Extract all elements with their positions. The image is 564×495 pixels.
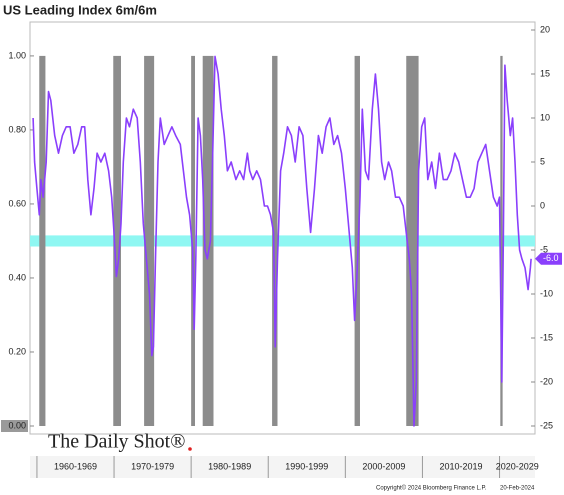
recession-bar: [39, 55, 46, 426]
recession-bar: [202, 55, 214, 426]
y-tick-label: 0.80: [8, 124, 26, 134]
x-tick-label: 1990-1999: [285, 461, 328, 471]
chart-title: US Leading Index 6m/6m: [3, 2, 157, 17]
threshold-band: [30, 235, 535, 247]
y2-tick-label: 10: [540, 112, 550, 122]
x-tick-label: 2010-2019: [439, 461, 482, 471]
recession-bar: [272, 55, 278, 426]
y2-tick-label: -10: [540, 288, 553, 298]
x-tick-label: 1980-1989: [208, 461, 251, 471]
y2-tick-label: 15: [540, 68, 550, 78]
y2-tick-label: -25: [540, 420, 553, 430]
index-line: [32, 55, 532, 427]
y-tick-label: 1.00: [8, 50, 26, 60]
x-axis-area: [30, 456, 535, 478]
logo-dot: [188, 447, 192, 451]
x-tick-label: 1960-1969: [54, 461, 97, 471]
recession-bar: [191, 55, 195, 426]
recession-bar: [144, 55, 155, 426]
recession-bar: [500, 55, 503, 426]
date: 20-Feb-2024: [500, 486, 535, 492]
y2-tick-label: 5: [540, 156, 545, 166]
y2-tick-label: -15: [540, 332, 553, 342]
x-tick-label: 2020-2029: [496, 461, 539, 471]
copyright: Copyright© 2024 Bloomberg Finance L.P.: [376, 485, 487, 492]
zero-label-box: [1, 420, 28, 432]
x-tick-label: 1970-1979: [131, 461, 174, 471]
recession-bar: [354, 55, 360, 426]
last-value-label: -6.0: [543, 253, 559, 263]
logo: The Daily Shot®: [48, 431, 185, 453]
recession-bar: [406, 55, 419, 426]
y2-tick-label: -20: [540, 376, 553, 386]
last-value-tag: [535, 252, 562, 265]
y-tick-label: 0.60: [8, 198, 26, 208]
y-tick-label: 0.00: [8, 420, 26, 430]
y2-tick-label: 0: [540, 200, 545, 210]
y-tick-label: 0.20: [8, 346, 26, 356]
y-tick-label: 0.40: [8, 272, 26, 282]
y2-tick-label: 20: [540, 24, 550, 34]
recession-bar: [113, 55, 121, 426]
y2-tick-label: -5: [540, 244, 548, 254]
plot-frame: [29, 21, 536, 435]
x-tick-label: 2000-2009: [362, 461, 405, 471]
